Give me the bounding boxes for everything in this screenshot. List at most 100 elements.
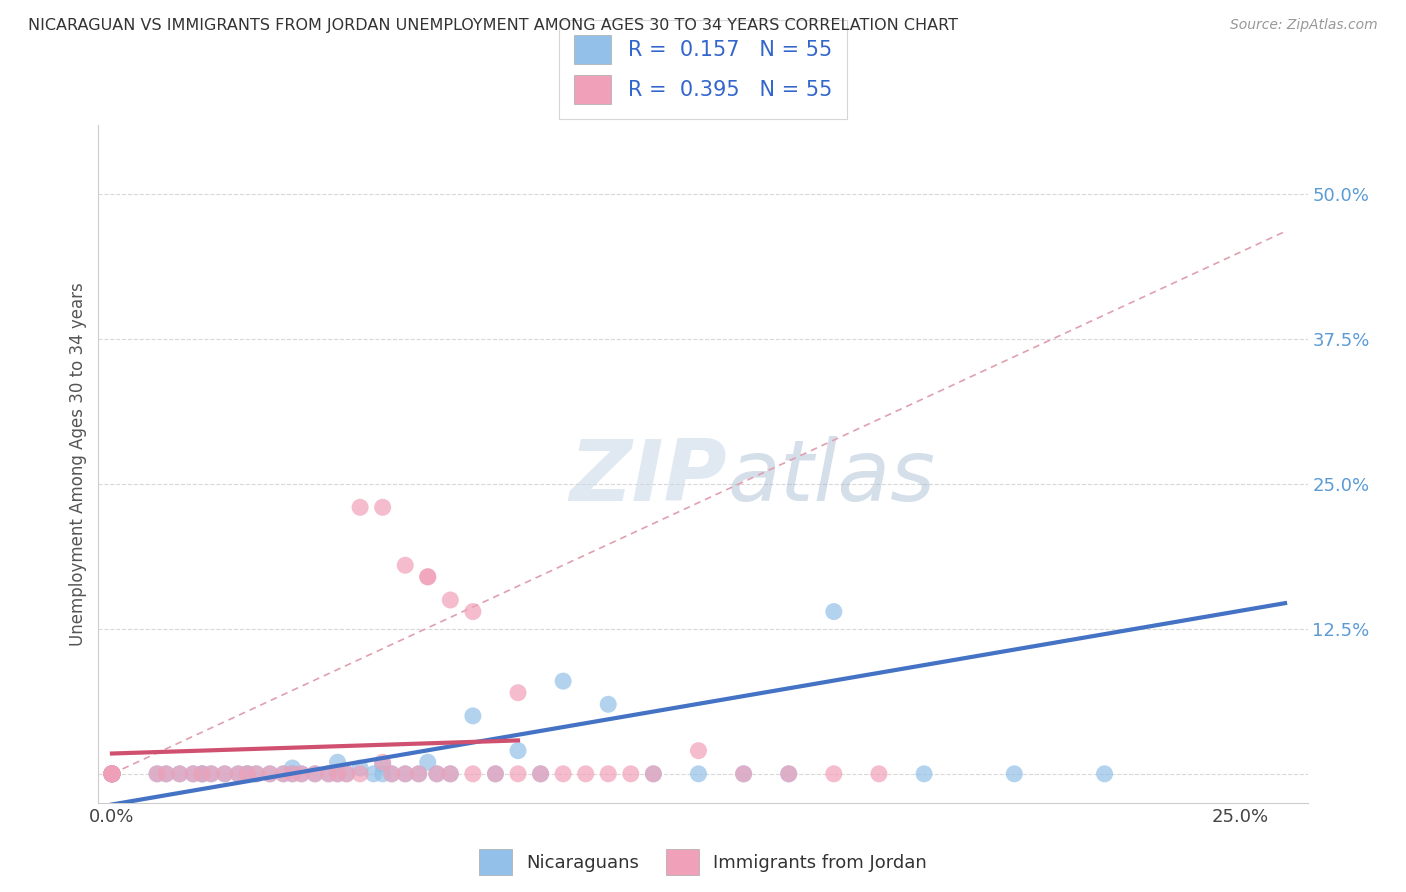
Point [575, 767, 598, 781]
Point [349, 500, 371, 515]
Point [146, 767, 169, 781]
Point [236, 767, 259, 781]
Point [778, 767, 800, 781]
Point [733, 767, 755, 781]
Point [823, 767, 845, 781]
Point [381, 767, 404, 781]
Text: NICARAGUAN VS IMMIGRANTS FROM JORDAN UNEMPLOYMENT AMONG AGES 30 TO 34 YEARS CORR: NICARAGUAN VS IMMIGRANTS FROM JORDAN UNE… [28, 18, 957, 33]
Point [101, 767, 124, 781]
Point [733, 767, 755, 781]
Y-axis label: Unemployment Among Ages 30 to 34 years: Unemployment Among Ages 30 to 34 years [69, 282, 87, 646]
Point [408, 767, 430, 781]
Text: Source: ZipAtlas.com: Source: ZipAtlas.com [1230, 18, 1378, 32]
Point [439, 767, 461, 781]
Point [273, 767, 295, 781]
Point [101, 767, 124, 781]
Point [304, 767, 326, 781]
Point [146, 767, 169, 781]
Point [101, 767, 124, 781]
Point [371, 757, 394, 772]
Point [245, 767, 267, 781]
Point [155, 767, 177, 781]
Point [214, 767, 236, 781]
Point [416, 756, 439, 770]
Point [529, 767, 551, 781]
Point [371, 500, 394, 515]
Point [335, 767, 357, 781]
Point [620, 767, 643, 781]
Point [273, 767, 295, 781]
Point [461, 767, 484, 781]
Point [101, 767, 124, 781]
Point [259, 767, 281, 781]
Point [191, 767, 214, 781]
Point [226, 767, 249, 781]
Point [214, 767, 236, 781]
Point [416, 570, 439, 584]
Point [416, 570, 439, 584]
Point [868, 767, 890, 781]
Point [290, 767, 312, 781]
Point [101, 767, 124, 781]
Text: ZIP: ZIP [569, 436, 727, 519]
Point [304, 767, 326, 781]
Point [1094, 767, 1116, 781]
Point [349, 761, 371, 775]
Point [506, 686, 529, 700]
Point [484, 767, 506, 781]
Point [484, 767, 506, 781]
Point [688, 744, 710, 758]
Point [461, 709, 484, 723]
Point [394, 767, 416, 781]
Point [326, 767, 349, 781]
Point [408, 767, 430, 781]
Point [101, 767, 124, 781]
Point [394, 558, 416, 573]
Point [191, 767, 214, 781]
Point [181, 767, 204, 781]
Point [318, 767, 340, 781]
Point [169, 767, 191, 781]
Point [101, 767, 124, 781]
Point [426, 767, 449, 781]
Point [688, 767, 710, 781]
Point [101, 767, 124, 781]
Point [281, 767, 304, 781]
Point [101, 767, 124, 781]
Point [200, 767, 222, 781]
Point [381, 767, 404, 781]
Point [643, 767, 665, 781]
Point [643, 767, 665, 781]
Point [245, 767, 267, 781]
Point [181, 767, 204, 781]
Point [506, 767, 529, 781]
Point [101, 767, 124, 781]
Point [101, 767, 124, 781]
Point [371, 756, 394, 770]
Point [349, 767, 371, 781]
Point [236, 767, 259, 781]
Point [236, 767, 259, 781]
Point [326, 756, 349, 770]
Point [101, 767, 124, 781]
Point [101, 767, 124, 781]
Point [439, 593, 461, 607]
Point [823, 605, 845, 619]
Point [778, 767, 800, 781]
Point [200, 767, 222, 781]
Point [101, 767, 124, 781]
Point [394, 767, 416, 781]
Point [461, 605, 484, 619]
Point [529, 767, 551, 781]
Point [426, 767, 449, 781]
Point [506, 744, 529, 758]
Point [101, 767, 124, 781]
Point [335, 767, 357, 781]
Point [553, 767, 575, 781]
Point [101, 767, 124, 781]
Point [191, 767, 214, 781]
Point [226, 767, 249, 781]
Point [912, 767, 935, 781]
Point [318, 767, 340, 781]
Point [259, 767, 281, 781]
